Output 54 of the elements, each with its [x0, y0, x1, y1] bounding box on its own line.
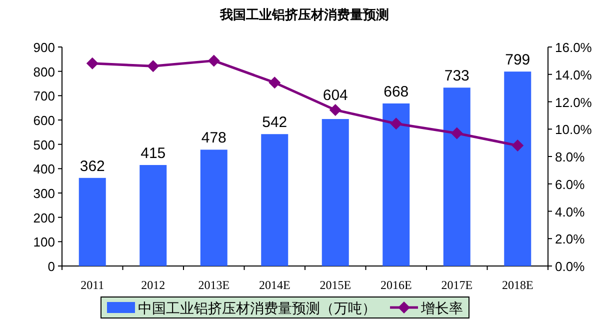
x-tick-label: 2011 [80, 278, 104, 292]
y2-tick-label: 6.0% [555, 176, 586, 192]
y2-tick-label: 0.0% [555, 259, 586, 274]
x-tick-label: 2014E [258, 278, 290, 292]
bar [504, 72, 532, 266]
bar [200, 150, 228, 266]
y-tick-label: 0 [48, 259, 55, 274]
y2-tick-label: 16.0% [555, 40, 592, 55]
data-label: 478 [201, 130, 226, 147]
y2-tick-label: 14.0% [555, 67, 592, 82]
y-tick-label: 100 [33, 234, 55, 250]
data-label: 415 [140, 145, 166, 162]
bar [140, 165, 167, 266]
bar [322, 119, 349, 266]
bar [443, 88, 470, 266]
point [208, 54, 220, 67]
y-tick-label: 400 [33, 162, 55, 177]
bar [78, 178, 106, 266]
point [268, 76, 281, 89]
y-tick-label: 600 [33, 113, 55, 128]
y-tick-label: 700 [33, 88, 55, 104]
point [450, 127, 463, 140]
x-tick-label: 2015E [320, 278, 352, 292]
y-tick-label: 500 [33, 137, 55, 152]
legend-label: 中国工业铝挤压材消费量预测（万吨） [138, 301, 376, 317]
bar [261, 134, 288, 266]
x-tick-label: 2018E [502, 278, 534, 292]
point [147, 60, 160, 72]
x-tick-label: 2013E [198, 278, 230, 292]
y-tick-label: 800 [33, 64, 55, 80]
point [329, 104, 342, 116]
data-label: 668 [384, 83, 409, 100]
data-label: 362 [80, 158, 105, 175]
point [86, 57, 98, 70]
point [390, 118, 402, 130]
y2-tick-label: 2.0% [555, 232, 586, 247]
y2-tick-label: 4.0% [555, 204, 586, 220]
y-tick-label: 200 [33, 210, 55, 226]
bar [382, 103, 410, 266]
data-label: 799 [505, 52, 530, 69]
y2-tick-label: 8.0% [555, 150, 586, 164]
chart-title: 我国工业铝挤压材消费量预测 [219, 7, 389, 22]
data-label: 542 [262, 114, 288, 132]
y-tick-label: 300 [33, 186, 55, 201]
y2-tick-label: 10.0% [555, 122, 592, 138]
legend-label: 增长率 [420, 301, 463, 317]
y2-tick-label: 12.0% [555, 94, 592, 110]
y-tick-label: 900 [33, 40, 55, 55]
x-tick-label: 2017E [441, 278, 473, 292]
x-tick-label: 2012 [141, 278, 166, 292]
x-tick-label: 2016E [380, 278, 412, 292]
point [512, 140, 524, 152]
data-label: 604 [322, 86, 348, 104]
data-label: 733 [444, 68, 470, 85]
